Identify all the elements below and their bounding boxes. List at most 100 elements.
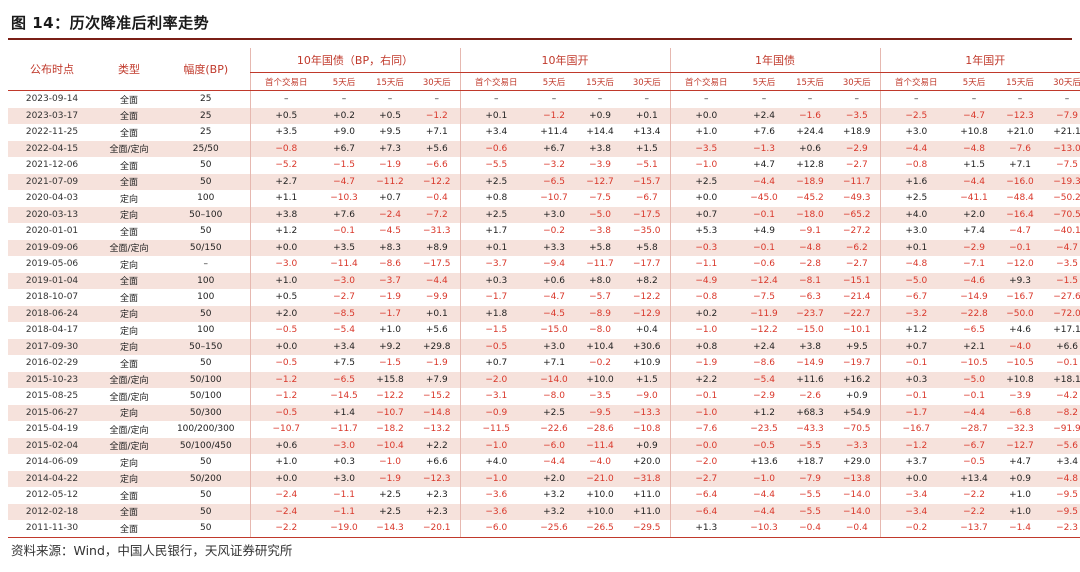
value-cell: +1.2 [249,223,322,240]
value-cell: −4.4 [543,457,565,468]
table-row: 2015-04-19 全面/定向 100/200/300 −10.7 −11.7 −18.… [8,421,1080,438]
size-cell: 50 [200,160,212,171]
value-cell: −5.5 [459,157,532,174]
size-cell: 100 [162,272,250,289]
value-cell: +7.1 [543,358,565,369]
value-cell: −0.6 [753,259,775,270]
value-cell: +5.3 [669,223,742,240]
value-cell: +2.2 [669,371,742,388]
value-cell: +0.1 [459,107,532,124]
value-cell: −3.4 [879,487,952,504]
value-cell: −2.2 [952,503,996,520]
value-cell: −2.2 [249,520,322,538]
value-cell: −4.2 [1056,391,1078,402]
value-cell: +3.0 [879,124,952,141]
value-cell: −4.0 [996,338,1044,355]
date-cell: 2015-08-25 [25,391,79,402]
value-cell: −19.3 [1044,173,1080,190]
value-cell: +7.6 [322,206,366,223]
value-cell: −6.5 [963,325,985,336]
value-cell: −6.6 [425,160,448,171]
value-cell: −10.5 [1006,358,1034,369]
value-cell: +8.0 [576,272,624,289]
value-cell: −16.0 [996,173,1044,190]
value-cell: −4.5 [532,305,576,322]
value-cell: −0.2 [543,226,565,237]
date-cell: 2023-09-14 [25,94,79,105]
value-cell: +0.5 [249,289,322,306]
size-cell: 50/300 [162,404,250,421]
value-cell: −3.4 [879,503,952,520]
value-cell: – [1017,94,1023,105]
value-cell: −1.9 [425,358,448,369]
subheader-cell: 30天后 [834,72,880,91]
value-cell: −14.0 [842,490,871,501]
type-cell: 定向 [96,338,162,355]
value-cell: – [761,94,767,105]
value-cell: +8.3 [366,239,414,256]
value-cell: −5.0 [952,371,996,388]
value-cell: −18.2 [376,424,404,435]
value-cell: −1.0 [669,404,742,421]
value-cell: +0.9 [576,107,624,124]
value-cell: −4.5 [379,226,401,237]
value-cell: +2.4 [742,338,786,355]
value-cell: +3.5 [249,124,322,141]
value-cell: – [879,90,952,108]
value-cell: −14.9 [960,292,988,303]
value-cell: −11.2 [366,173,414,190]
table-row: 2020-03-13 定向 50–100 +3.8 +7.6 −2.4 −7.2 +2.5 +3… [8,206,1080,223]
value-cell: −0.6 [459,140,532,157]
value-cell: +1.5 [624,371,670,388]
value-cell: −13.3 [624,404,670,421]
value-cell: +3.8 [786,338,834,355]
date-cell: 2019-09-06 [8,239,96,256]
value-cell: −0.4 [834,520,880,538]
table-row: 2019-09-06 全面/定向 50/150 +0.0 +3.5 +8.3 +8.9 +0.… [8,239,1080,256]
value-cell: −0.4 [425,193,448,204]
value-cell: +10.0 [576,503,624,520]
table-row: 2012-05-12 全面 50 −2.4 −1.1 +2.5 +2.3 −3.6 +3.2 +1… [8,487,1080,504]
date-cell: 2015-06-27 [8,404,96,421]
value-cell: +11.0 [632,490,661,501]
value-cell: −18.0 [786,206,834,223]
value-cell: +3.8 [249,206,322,223]
value-cell: −70.5 [1044,206,1080,223]
value-cell: −6.5 [532,173,576,190]
value-cell: −0.8 [669,289,742,306]
value-cell: −3.0 [322,272,366,289]
table-row: 2021-12-06 全面 50 −5.2 −1.5 −1.9 −6.6 −5.5 −3.2 −3… [8,157,1080,174]
value-cell: +1.7 [459,223,532,240]
value-cell: −7.6 [996,140,1044,157]
value-cell: −9.9 [425,292,448,303]
value-cell: −14.0 [532,371,576,388]
value-cell: −0.5 [742,437,786,454]
value-cell: −43.3 [796,424,824,435]
value-cell: +2.5 [879,190,952,207]
subheader-cell: 首个交易日 [669,72,742,91]
size-cell: 50 [200,490,212,501]
value-cell: −12.9 [624,305,670,322]
subheader-cell: 15天后 [996,72,1044,91]
value-cell: −3.5 [1056,259,1078,270]
type-cell: 全面 [119,227,138,238]
value-cell: +0.6 [786,140,834,157]
size-cell: 25 [200,127,212,138]
value-cell: −6.4 [669,487,742,504]
value-cell: −13.7 [952,520,996,538]
value-cell: −3.9 [589,160,611,171]
value-cell: −1.6 [786,107,834,124]
value-cell: −10.7 [366,404,414,421]
value-cell: −9.5 [576,404,624,421]
type-cell: 定向 [96,206,162,223]
type-cell: 全面 [96,107,162,124]
value-cell: – [854,94,860,105]
value-cell: +3.8 [576,140,624,157]
value-cell: +2.5 [379,490,401,501]
value-cell: +0.0 [669,190,742,207]
value-cell: −15.2 [422,391,451,402]
type-cell: 全面/定向 [109,425,149,436]
value-cell: +0.7 [379,193,401,204]
table-row: 2015-02-04 全面/定向 50/100/450 +0.6 −3.0 −10.4 +2… [8,437,1080,454]
